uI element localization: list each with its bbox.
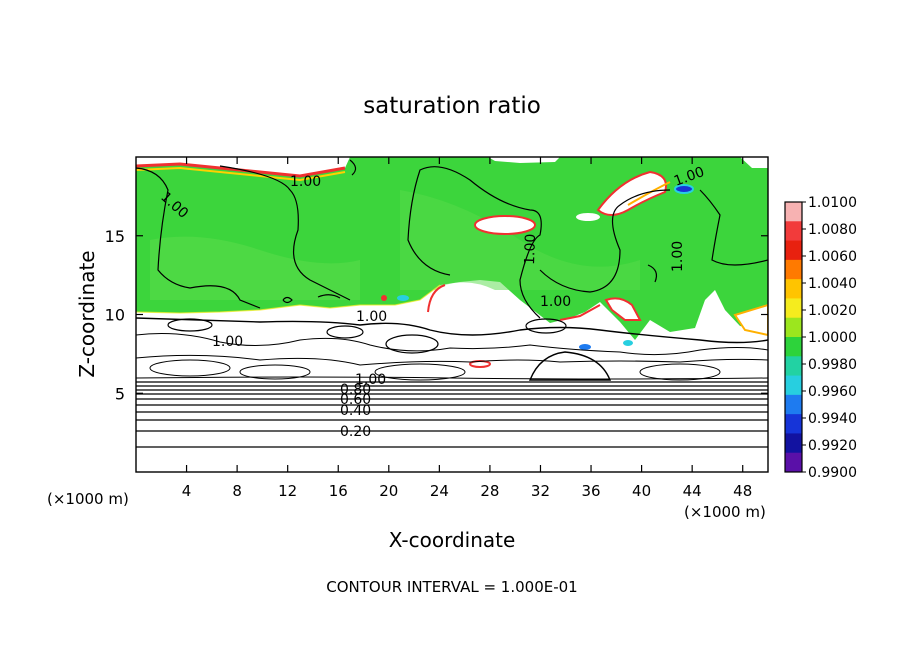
- colorbar-tick-label: 1.0080: [808, 222, 857, 238]
- x-tick-label: 36: [581, 482, 600, 500]
- y-tick-label: 10: [105, 306, 125, 325]
- contour-label: 1.00: [355, 372, 386, 388]
- x-axis-label: X-coordinate: [389, 528, 516, 552]
- contour-label: 0.20: [340, 424, 371, 440]
- supersat-edge: [136, 166, 346, 182]
- colorbar-swatch: [785, 356, 802, 377]
- colorbar-tick-label: 0.9900: [808, 465, 857, 481]
- colorbar-tick-label: 1.0040: [808, 276, 857, 292]
- cloud-blob: [627, 181, 671, 206]
- cloud-top: [428, 282, 525, 345]
- x-tick-label: 48: [733, 482, 752, 500]
- colorbar-tick-label: 1.0000: [808, 330, 857, 346]
- contour-label: 0.60: [340, 392, 371, 408]
- x-tick-label: 20: [379, 482, 398, 500]
- y-tick-label: 15: [105, 227, 125, 246]
- contour-label: 1.00: [212, 334, 243, 350]
- cloud-blob: [474, 215, 536, 235]
- colorbar-swatch: [785, 433, 802, 454]
- y-axis: 5 10 15: [105, 227, 768, 403]
- cloud-blob: [596, 170, 667, 216]
- boundary-fringe: [136, 284, 441, 314]
- contour-label: 1.00: [290, 174, 321, 190]
- colorbar-swatch: [785, 317, 802, 338]
- x-unit-left: (×1000 m): [47, 490, 129, 508]
- y-tick-label: 5: [115, 384, 125, 403]
- colorbar-swatch: [785, 414, 802, 434]
- x-tick-label: 32: [531, 482, 550, 500]
- x-axis: 4 8 12 16 20 24 28 32 36 40 44 48: [182, 157, 752, 500]
- cloud-blob: [381, 295, 387, 301]
- contour-label: 0.40: [340, 403, 371, 419]
- contour-interval-note: CONTOUR INTERVAL = 1.000E-01: [326, 578, 577, 596]
- contour-label: 1.00: [670, 241, 686, 272]
- lighter-patch: [400, 190, 640, 290]
- x-unit-right: (×1000 m): [684, 503, 766, 521]
- contour-lines-lower: [136, 317, 768, 381]
- colorbar-swatch: [785, 221, 802, 242]
- contour-label: 1.00: [540, 294, 571, 310]
- colorbar-swatch: [785, 298, 802, 319]
- colorbar-tick-label: 1.0100: [808, 195, 857, 211]
- cloud-edge: [604, 297, 642, 321]
- colorbar-tick-label: 0.9940: [808, 411, 857, 427]
- cloud-blob: [576, 213, 600, 221]
- colorbar-tick-label: 0.9960: [808, 384, 857, 400]
- plot-area: 1.00 1.00 1.00 1.00 1.00 1.00 1.00 1.00 …: [136, 157, 768, 472]
- colorbar-swatch: [785, 337, 802, 357]
- boundary-fringe: [559, 304, 601, 321]
- contour-label: 0.80: [340, 382, 371, 398]
- colorbar-tick-label: 0.9980: [808, 357, 857, 373]
- x-tick-label: 40: [632, 482, 651, 500]
- x-tick-label: 24: [430, 482, 449, 500]
- colorbar-swatch: [785, 375, 802, 396]
- colorbar-swatch: [785, 279, 802, 299]
- x-tick-label: 28: [480, 482, 499, 500]
- y-axis-label: Z-coordinate: [75, 250, 99, 377]
- contour-label: 1.00: [522, 233, 539, 265]
- lighter-patch: [150, 236, 360, 300]
- x-tick-label: 44: [683, 482, 702, 500]
- x-tick-label: 12: [278, 482, 297, 500]
- colorbar-tick-label: 0.9920: [808, 438, 857, 454]
- colorbar-tick-label: 1.0060: [808, 249, 857, 265]
- cloud-edge: [427, 284, 446, 313]
- contour-label: 1.00: [356, 309, 387, 325]
- x-tick-label: 16: [329, 482, 348, 500]
- cloud-edge: [733, 303, 768, 337]
- subsat-spot: [397, 295, 409, 301]
- subsat-spot: [623, 340, 633, 346]
- colorbar-swatch: [785, 202, 802, 222]
- colorbar-tick-label: 1.0020: [808, 303, 857, 319]
- contour-lines-upper: [136, 159, 768, 319]
- contour-lines-horizontal: [136, 381, 768, 448]
- colorbar-swatch: [785, 394, 802, 415]
- x-tick-label: 4: [182, 482, 192, 500]
- colorbar-swatch: [785, 259, 802, 280]
- colorbar-swatch: [785, 240, 802, 261]
- subsat-spot: [579, 344, 591, 350]
- supersat-band-top-mid: [488, 157, 560, 163]
- colorbar: 1.0100 1.0080 1.0060 1.0040 1.0020 1.0000 0.99…: [784, 195, 857, 481]
- x-tick-label: 8: [232, 482, 242, 500]
- subsat-spot: [674, 184, 694, 194]
- supersat-band-top-right: [740, 157, 768, 168]
- chart-title: saturation ratio: [363, 93, 541, 119]
- colorbar-swatch: [785, 452, 802, 473]
- supersat-band-top-left: [136, 157, 350, 176]
